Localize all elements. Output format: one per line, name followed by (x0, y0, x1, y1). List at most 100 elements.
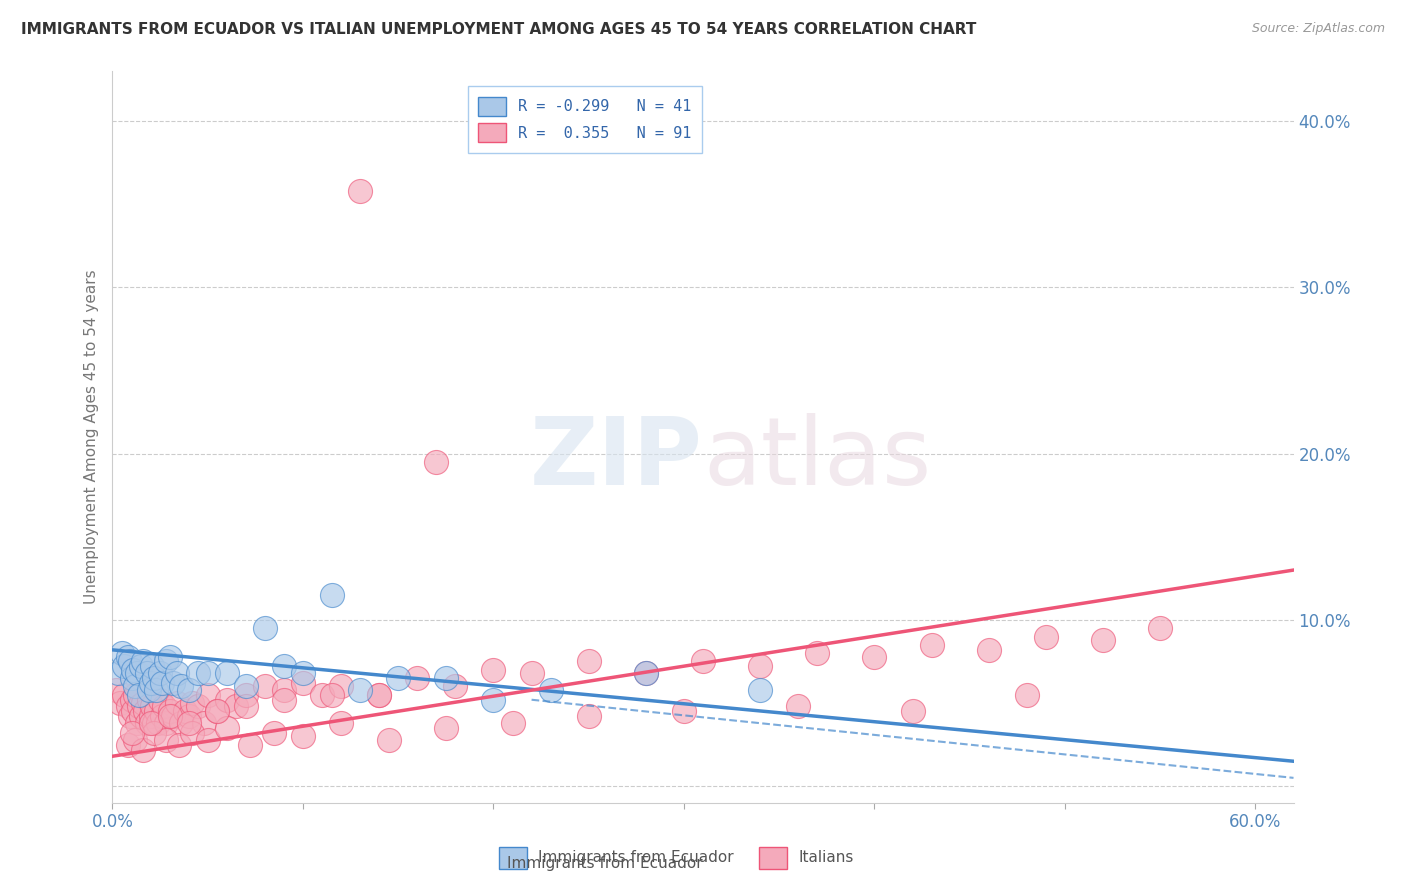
Point (135, 716, 157, 731)
Point (166, 696, 188, 710)
Point (150, 709, 173, 723)
Point (368, 688, 391, 702)
Point (197, 732, 219, 747)
Point (273, 692, 295, 706)
Point (122, 705, 145, 719)
Point (145, 682, 167, 697)
Point (311, 688, 333, 702)
Point (143, 726, 166, 740)
Point (139, 676, 162, 690)
Y-axis label: Unemployment Among Ages 45 to 54 years: Unemployment Among Ages 45 to 54 years (83, 269, 98, 605)
Point (634, 666, 657, 681)
Point (155, 655, 177, 669)
Point (1092, 632, 1115, 647)
Point (273, 682, 295, 697)
Point (124, 680, 146, 694)
Point (749, 682, 772, 697)
Point (173, 705, 195, 719)
Point (124, 732, 146, 747)
Point (167, 738, 190, 752)
Point (749, 659, 772, 673)
Point (239, 738, 262, 752)
Point (181, 696, 204, 710)
Point (193, 716, 215, 731)
Point (482, 663, 505, 677)
Text: atlas: atlas (703, 413, 931, 505)
Point (166, 666, 188, 681)
Point (118, 655, 141, 669)
Point (1149, 621, 1171, 635)
Point (253, 680, 276, 694)
Point (1015, 688, 1038, 702)
Point (129, 709, 152, 723)
Point (863, 649, 886, 664)
Point (129, 659, 152, 673)
Point (141, 659, 163, 673)
Bar (759, 847, 787, 869)
Point (118, 709, 141, 723)
Point (127, 716, 149, 731)
Point (117, 649, 139, 664)
Point (139, 709, 162, 723)
Point (181, 726, 204, 740)
Text: ZIP: ZIP (530, 413, 703, 505)
Point (578, 655, 600, 669)
Point (170, 716, 193, 731)
Point (225, 699, 247, 714)
Point (235, 680, 257, 694)
Point (159, 705, 181, 719)
Point (273, 659, 295, 673)
Point (291, 729, 314, 743)
Point (117, 738, 139, 752)
Point (291, 666, 314, 681)
Point (634, 666, 657, 681)
Point (132, 696, 155, 710)
Point (177, 709, 200, 723)
Point (177, 682, 200, 697)
Point (977, 643, 1000, 657)
Point (143, 671, 166, 685)
Point (406, 671, 429, 685)
Point (215, 721, 238, 735)
Text: IMMIGRANTS FROM ECUADOR VS ITALIAN UNEMPLOYMENT AMONG AGES 45 TO 54 YEARS CORREL: IMMIGRANTS FROM ECUADOR VS ITALIAN UNEMP… (21, 22, 976, 37)
Text: Italians: Italians (799, 850, 853, 865)
Point (145, 705, 167, 719)
Point (138, 692, 160, 706)
Point (132, 742, 155, 756)
Point (135, 666, 157, 681)
Point (134, 705, 156, 719)
Point (692, 655, 714, 669)
Point (128, 688, 150, 702)
Point (159, 649, 181, 664)
Point (127, 666, 149, 681)
Point (1035, 630, 1057, 644)
Point (672, 705, 695, 719)
Point (291, 676, 314, 690)
Point (235, 688, 257, 702)
Point (215, 666, 238, 681)
Point (139, 716, 162, 731)
Text: Source: ZipAtlas.com: Source: ZipAtlas.com (1251, 22, 1385, 36)
Point (520, 666, 543, 681)
Point (162, 709, 184, 723)
Point (132, 655, 155, 669)
Point (121, 726, 143, 740)
Point (112, 688, 135, 702)
Point (138, 682, 160, 697)
Point (124, 688, 146, 702)
Point (187, 666, 209, 681)
Point (349, 184, 371, 198)
Point (105, 682, 128, 697)
Point (425, 455, 447, 469)
Point (502, 716, 524, 731)
Point (162, 676, 184, 690)
Point (117, 699, 139, 714)
Point (108, 696, 131, 710)
Point (141, 699, 163, 714)
Point (112, 659, 135, 673)
Point (578, 709, 600, 723)
Point (330, 716, 353, 731)
Bar (499, 847, 527, 869)
Point (482, 692, 505, 706)
Point (155, 732, 177, 747)
